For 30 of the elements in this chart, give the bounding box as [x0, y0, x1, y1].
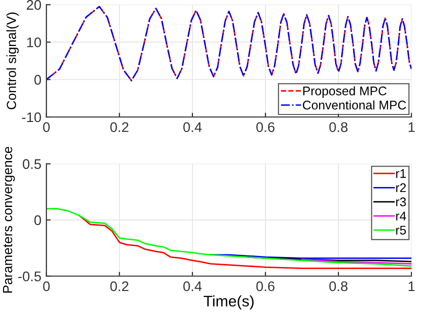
legend-label: Proposed MPC	[303, 86, 387, 98]
x-tick-label: 0	[43, 122, 50, 132]
x-tick-label: 0.4	[183, 122, 202, 132]
x-axis-title: Time(s)	[204, 295, 254, 310]
y-tick-label: 20	[26, 0, 42, 10]
legend-label: r5	[396, 226, 406, 235]
x-tick-label: 0.6	[256, 281, 274, 292]
x-tick-label: 0.2	[110, 281, 128, 292]
x-tick-label: 1	[408, 281, 415, 292]
line-series	[46, 208, 412, 267]
y-tick-label: 10	[27, 37, 42, 48]
legend-label: r1	[396, 169, 406, 178]
legend-label: r3	[396, 197, 406, 206]
x-tick-label: 0.4	[183, 281, 202, 292]
legend-label: r4	[396, 212, 406, 220]
x-tick-label: 0.2	[110, 122, 128, 132]
y-axis-title: Parameters convergence	[3, 146, 15, 293]
x-tick-label: 0.8	[329, 281, 348, 292]
legend-label: Conventional MPC	[302, 100, 406, 110]
legend-label: r2	[396, 183, 406, 192]
y-tick-label: 0.5	[22, 159, 41, 169]
x-tick-label: 0	[43, 281, 50, 292]
x-tick-label: 1	[408, 122, 415, 132]
x-tick-label: 0.8	[329, 122, 348, 132]
y-axis-title: Control signal(V)	[6, 12, 19, 110]
y-tick-label: -10	[22, 112, 42, 122]
y-tick-label: 0	[34, 74, 42, 85]
x-tick-label: 0.6	[256, 122, 274, 132]
y-tick-label: 0	[34, 215, 42, 226]
y-tick-label: -0.5	[18, 271, 41, 282]
